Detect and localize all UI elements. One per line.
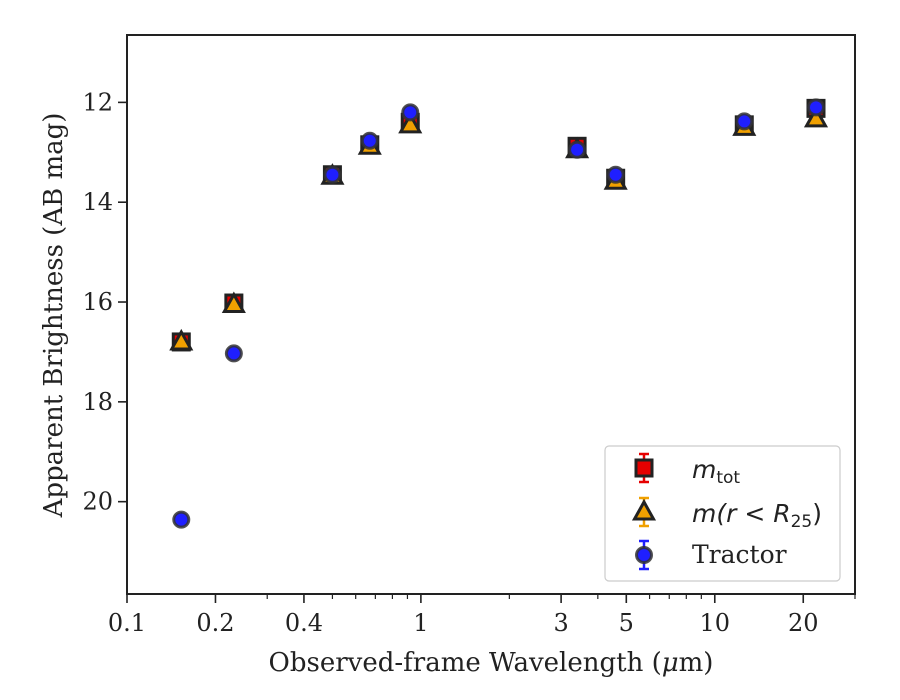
legend-label-tractor: Tractor — [692, 540, 787, 569]
data-point-circle — [172, 510, 191, 529]
legend-label-m-r25: m(r < R25) — [692, 499, 822, 532]
plot-frame — [126, 34, 856, 595]
data-point-circle — [224, 344, 243, 363]
y-tick-label: 14 — [82, 188, 113, 216]
data-point-circle — [401, 103, 420, 122]
data-point-circle — [323, 165, 342, 184]
legend: mtot m(r < R25) Tractor — [604, 445, 841, 582]
y-tick-label: 16 — [82, 288, 113, 316]
legend-marker-square — [634, 458, 654, 478]
x-tick-label: 3 — [553, 609, 568, 637]
data-point-circle — [806, 98, 825, 117]
y-axis-label: Apparent Brightness (AB mag) — [39, 113, 69, 519]
y-tick-label: 20 — [82, 488, 113, 516]
legend-marker-triangle — [631, 498, 657, 521]
x-tick-label: 5 — [619, 609, 634, 637]
series-triangle — [169, 105, 829, 351]
legend-label-m-tot: mtot — [692, 455, 740, 488]
data-point-circle — [568, 140, 587, 159]
x-axis: 0.1 0.2 0.4 1 3 5 10 20 — [108, 594, 856, 637]
y-tick-label: 18 — [82, 388, 113, 416]
data-point-triangle — [398, 111, 423, 134]
data-point-circle — [606, 165, 625, 184]
data-point-triangle — [169, 328, 194, 351]
x-tick-label: 0.4 — [285, 609, 323, 637]
plot-area — [169, 98, 829, 529]
legend-marker-circle — [635, 546, 653, 564]
x-axis-label: Observed-frame Wavelength (μm) — [269, 648, 714, 678]
y-axis: 12 14 16 18 20 — [82, 88, 127, 516]
series-circle — [172, 98, 825, 529]
x-tick-label: 0.2 — [196, 609, 234, 637]
x-tick-label: 0.1 — [108, 609, 146, 637]
data-point-triangle — [221, 291, 246, 314]
data-point-circle — [735, 112, 754, 131]
y-tick-label: 12 — [82, 88, 113, 116]
data-point-circle — [360, 131, 379, 150]
series-square — [171, 98, 826, 352]
x-tick-label: 1 — [413, 609, 428, 637]
x-tick-label: 20 — [788, 609, 819, 637]
data-point-triangle — [803, 105, 829, 128]
x-tick-label: 10 — [700, 609, 731, 637]
legend-box — [604, 445, 841, 582]
